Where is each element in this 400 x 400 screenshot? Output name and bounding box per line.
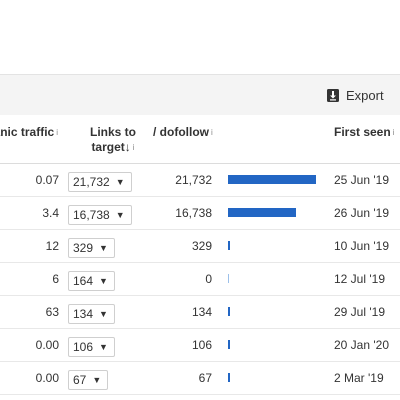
organic-traffic-value: 0.07 <box>35 173 59 187</box>
export-label: Export <box>346 87 384 103</box>
table-row: 6 164 ▼ 0 12 Jul '19 <box>0 263 400 296</box>
caret-down-icon: ▼ <box>115 177 125 187</box>
dofollow-bar <box>228 373 230 382</box>
table-row: 0.00 67 ▼ 67 2 Mar '19 <box>0 362 400 395</box>
table-row: 0.00 106 ▼ 106 20 Jan '20 <box>0 329 400 362</box>
organic-traffic-value: 6 <box>52 272 59 286</box>
column-links-to-target[interactable]: Links to target↓ i <box>90 125 137 154</box>
info-icon[interactable]: i <box>211 128 213 137</box>
links-to-target-dropdown[interactable]: 164 ▼ <box>68 271 115 291</box>
caret-down-icon: ▼ <box>115 210 125 220</box>
links-to-target-value: 106 <box>73 340 94 354</box>
links-to-target-dropdown[interactable]: 106 ▼ <box>68 337 115 357</box>
organic-traffic-value: 0.00 <box>35 371 59 385</box>
links-to-target-dropdown[interactable]: 21,732 ▼ <box>68 172 132 192</box>
organic-traffic-value: 63 <box>45 305 59 319</box>
download-icon <box>327 88 339 102</box>
dofollow-value: 16,738 <box>175 206 212 220</box>
table-row: 3.4 16,738 ▼ 16,738 26 Jun '19 <box>0 197 400 230</box>
dofollow-bar <box>228 208 296 217</box>
dofollow-value: 67 <box>198 371 212 385</box>
links-to-target-value: 67 <box>73 373 87 387</box>
first-seen-value: 2 Mar '19 <box>334 371 384 385</box>
table-row: 63 134 ▼ 134 29 Jul '19 <box>0 296 400 329</box>
links-to-target-dropdown[interactable]: 67 ▼ <box>68 370 109 390</box>
links-to-target-value: 21,732 <box>73 175 110 189</box>
organic-traffic-value: 0.00 <box>35 338 59 352</box>
links-to-target-value: 164 <box>73 274 94 288</box>
links-to-target-dropdown[interactable]: 16,738 ▼ <box>68 205 132 225</box>
first-seen-value: 29 Jul '19 <box>334 305 385 319</box>
first-seen-value: 12 Jul '19 <box>334 272 385 286</box>
info-icon[interactable]: i <box>132 143 135 152</box>
dofollow-value: 134 <box>191 305 212 319</box>
export-button[interactable]: Export <box>327 75 384 115</box>
sort-desc-icon: ↓ <box>124 140 131 154</box>
caret-down-icon: ▼ <box>99 243 108 253</box>
dofollow-bar <box>228 241 230 250</box>
info-icon[interactable]: i <box>56 128 58 137</box>
dofollow-value: 329 <box>191 239 212 253</box>
organic-traffic-value: 12 <box>45 239 59 253</box>
table-row: 12 329 ▼ 329 10 Jun '19 <box>0 230 400 263</box>
caret-down-icon: ▼ <box>92 375 102 385</box>
column-dofollow[interactable]: / dofollow i <box>153 125 213 139</box>
links-to-target-value: 134 <box>73 307 94 321</box>
dofollow-bar <box>228 307 230 316</box>
caret-down-icon: ▼ <box>99 309 108 319</box>
first-seen-value: 26 Jun '19 <box>334 206 390 220</box>
links-to-target-dropdown[interactable]: 134 ▼ <box>68 304 115 324</box>
first-seen-value: 10 Jun '19 <box>334 239 390 253</box>
dofollow-value: 0 <box>205 272 212 286</box>
organic-traffic-value: 3.4 <box>42 206 59 220</box>
first-seen-value: 20 Jan '20 <box>334 338 390 352</box>
info-icon[interactable]: i <box>392 128 395 137</box>
dofollow-bar <box>228 274 229 283</box>
dofollow-bar <box>228 340 230 349</box>
links-to-target-dropdown[interactable]: 329 ▼ <box>68 238 115 258</box>
table-toolbar: Export <box>0 74 400 116</box>
links-to-target-value: 16,738 <box>73 208 110 222</box>
dofollow-value: 106 <box>191 338 212 352</box>
column-first-seen[interactable]: First seen i <box>334 125 395 139</box>
links-to-target-value: 329 <box>73 241 94 255</box>
dofollow-bar <box>228 175 316 184</box>
caret-down-icon: ▼ <box>99 276 108 286</box>
first-seen-value: 25 Jun '19 <box>334 173 390 187</box>
caret-down-icon: ▼ <box>99 342 108 352</box>
table-row: 0.07 21,732 ▼ 21,732 25 Jun '19 <box>0 164 400 197</box>
dofollow-value: 21,732 <box>175 173 212 187</box>
